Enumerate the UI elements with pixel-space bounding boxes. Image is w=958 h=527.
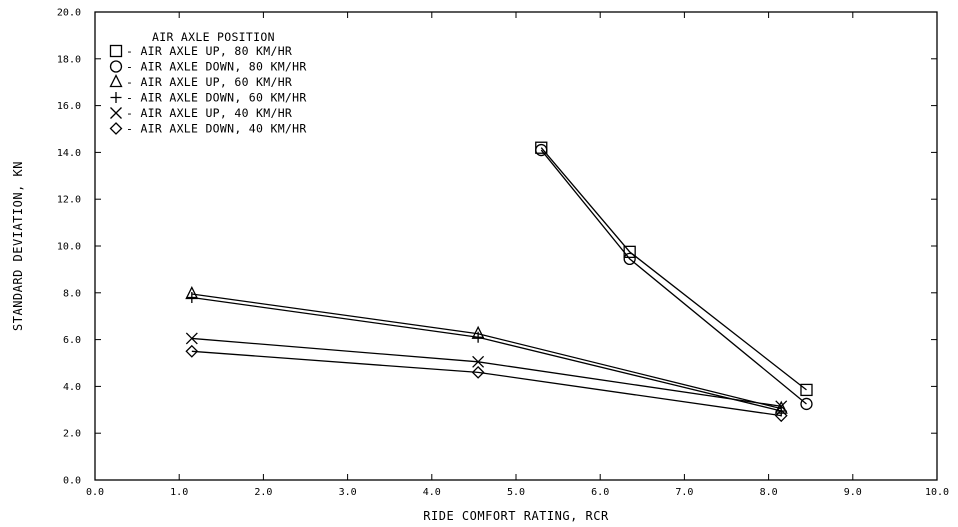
legend-marker-triangle xyxy=(109,74,123,88)
data-point-plus xyxy=(186,291,198,303)
x-axis-title: RIDE COMFORT RATING, RCR xyxy=(423,509,609,523)
legend-marker-diamond xyxy=(109,122,123,135)
legend-marker-x xyxy=(110,107,122,119)
data-point-circle xyxy=(800,397,813,411)
x-tick-label: 7.0 xyxy=(675,487,693,498)
y-tick-label: 14.0 xyxy=(57,148,81,159)
y-tick-label: 8.0 xyxy=(63,288,81,299)
x-tick-label: 8.0 xyxy=(760,487,778,498)
y-tick-label: 18.0 xyxy=(57,54,81,65)
series-6 xyxy=(185,344,788,423)
series-5 xyxy=(185,332,788,413)
legend: AIR AXLE POSITION - AIR AXLE UP, 80 KM/H… xyxy=(109,30,307,136)
data-point-x xyxy=(775,400,788,413)
axes: 0.0 1.0 2.0 3.0 4.0 5.0 6.0 7.0 8.0 9.0 10.0 0.0 2.0… xyxy=(57,8,949,499)
series-1 xyxy=(535,141,813,397)
y-tick-label: 20.0 xyxy=(57,8,81,19)
series-line xyxy=(191,350,782,417)
series-line xyxy=(191,337,782,407)
series-line xyxy=(540,149,807,405)
x-tick-label: 10.0 xyxy=(925,487,949,498)
legend-marker-plus xyxy=(110,92,122,103)
data-point-diamond xyxy=(185,344,199,358)
y-tick-label: 4.0 xyxy=(63,382,81,393)
y-tick-label: 0.0 xyxy=(63,476,81,487)
x-tick-label: 5.0 xyxy=(507,487,525,498)
data-point-diamond xyxy=(774,409,788,423)
data-point-circle xyxy=(535,143,548,157)
y-axis-title: STANDARD DEVIATION, KN xyxy=(11,161,25,331)
x-tick-label: 3.0 xyxy=(339,487,357,498)
legend-entry: - AIR AXLE DOWN, 40 KM/HR xyxy=(126,122,307,136)
y-tick-label: 12.0 xyxy=(57,195,81,206)
x-tick-label: 9.0 xyxy=(844,487,862,498)
legend-entry: - AIR AXLE UP, 40 KM/HR xyxy=(126,106,292,120)
legend-marker-square xyxy=(109,44,123,58)
legend-entry: - AIR AXLE DOWN, 60 KM/HR xyxy=(126,91,307,105)
data-point-x xyxy=(185,332,198,345)
data-point-x xyxy=(472,355,485,368)
data-point-diamond xyxy=(471,365,485,379)
x-tick-label: 1.0 xyxy=(170,487,188,498)
legend-entry: - AIR AXLE UP, 60 KM/HR xyxy=(126,75,292,89)
x-tick-label: 2.0 xyxy=(254,487,272,498)
data-point-plus xyxy=(472,331,484,343)
y-tick-label: 6.0 xyxy=(63,335,81,346)
x-tick-label: 0.0 xyxy=(86,487,104,498)
data-point-square xyxy=(800,383,813,397)
x-tick-label: 4.0 xyxy=(423,487,441,498)
y-tick-label: 2.0 xyxy=(63,429,81,440)
legend-marker-circle xyxy=(109,60,123,73)
legend-title: AIR AXLE POSITION xyxy=(152,30,275,44)
series-group xyxy=(185,141,813,423)
series-4 xyxy=(186,291,787,417)
legend-entry: - AIR AXLE UP, 80 KM/HR xyxy=(126,44,292,58)
series-line xyxy=(540,147,807,391)
y-tick-label: 10.0 xyxy=(57,242,81,253)
data-point-circle xyxy=(623,252,636,266)
series-2 xyxy=(535,143,813,411)
y-tick-label: 16.0 xyxy=(57,101,81,112)
x-tick-label: 6.0 xyxy=(591,487,609,498)
legend-entry: - AIR AXLE DOWN, 80 KM/HR xyxy=(126,60,307,74)
